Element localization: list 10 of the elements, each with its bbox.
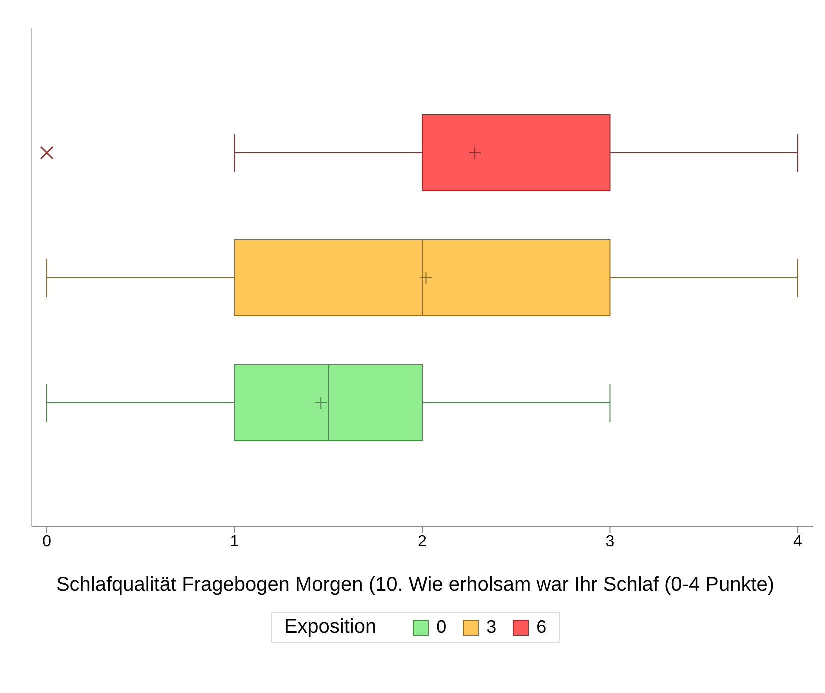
x-tick-label: 4: [794, 533, 803, 550]
x-tick-label: 3: [606, 533, 615, 550]
legend-label: 3: [486, 617, 497, 638]
legend-label: 6: [536, 617, 547, 638]
legend-label: 0: [436, 617, 447, 638]
x-tick-label: 2: [418, 533, 428, 550]
x-tick-label: 0: [42, 533, 52, 550]
x-axis-title: Schlafqualität Fragebogen Morgen (10. Wie erholsam war Ihr Schlaf (0-4 Punkte): [56, 573, 776, 598]
legend-title: Exposition: [284, 616, 377, 639]
x-tick-label: 1: [230, 533, 240, 550]
